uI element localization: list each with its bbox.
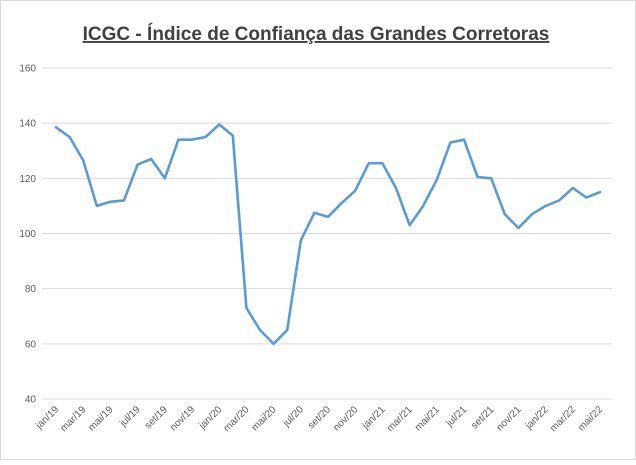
y-tick-label: 160 bbox=[19, 64, 36, 75]
line-series bbox=[54, 123, 602, 346]
chart-title: ICGC - Índice de Confiança das Grandes C… bbox=[83, 23, 550, 45]
y-tick-label: 40 bbox=[25, 395, 37, 406]
y-tick-label: 120 bbox=[19, 174, 36, 185]
y-tick-label: 140 bbox=[19, 119, 36, 130]
y-tick-label: 100 bbox=[19, 229, 36, 240]
y-tick-label: 60 bbox=[25, 339, 37, 350]
y-tick-label: 80 bbox=[25, 284, 37, 295]
